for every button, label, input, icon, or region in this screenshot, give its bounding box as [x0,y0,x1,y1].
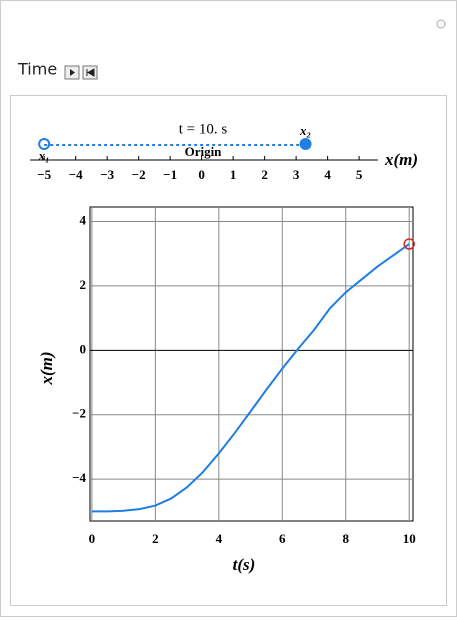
number-tick-label: −5 [37,167,51,182]
number-tick-label: 1 [230,167,237,182]
options-button[interactable] [436,19,446,29]
time-label: t = 10. s [179,121,228,137]
y-tick-label: 2 [80,277,87,292]
play-icon [70,69,75,76]
number-line-label: x(m) [384,150,418,169]
number-tick-label: −3 [100,167,114,182]
y-tick-label: −2 [72,406,86,421]
control-label: Time [17,60,57,79]
plot-frame [89,206,414,522]
x2-label: x₂ [299,123,311,138]
x-tick-label: 4 [216,531,223,546]
number-tick-label: 5 [356,167,363,182]
data-line [91,243,410,513]
origin-label: Origin [185,144,223,159]
number-tick-label: 3 [293,167,300,182]
x-tick-label: 2 [152,531,159,546]
number-tick-label: −2 [132,167,146,182]
x2-point [299,138,312,150]
number-tick-label: −1 [163,167,177,182]
y-tick-label: −4 [72,470,86,485]
y-tick-label: 4 [80,212,87,227]
x-tick-label: 0 [89,531,96,546]
x1-point [38,138,51,150]
x-axis-label: t(s) [233,555,256,574]
reset-icon [86,68,95,77]
current-marker [403,238,415,250]
number-tick-label: 4 [324,167,331,182]
number-tick-label: −4 [69,167,83,182]
y-axis-label: x(m) [37,351,56,385]
x-tick-label: 10 [403,531,416,546]
x1-label: x₁ [38,148,50,163]
number-tick-label: 0 [198,167,205,182]
y-tick-label: 0 [80,341,87,356]
x-tick-label: 8 [342,531,349,546]
number-tick-label: 2 [261,167,268,182]
x-tick-label: 6 [279,531,286,546]
